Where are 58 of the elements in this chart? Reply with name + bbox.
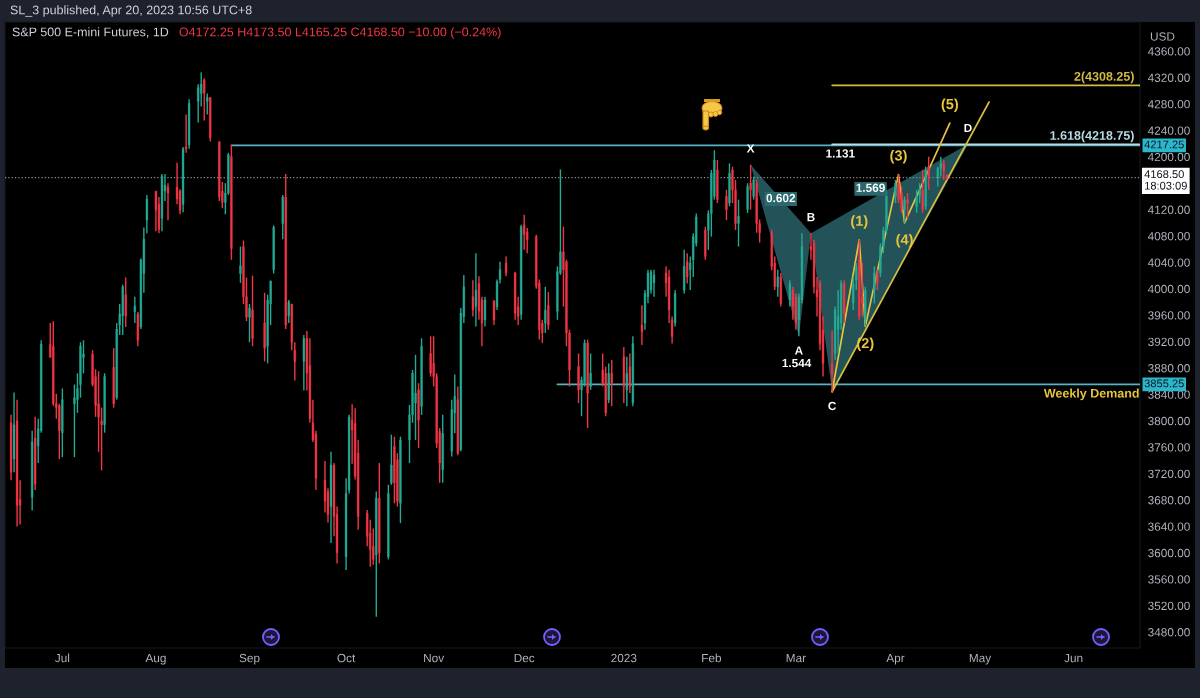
y-tick-label: 3960.00 (1148, 311, 1190, 320)
x-tick-label: Dec (514, 653, 535, 663)
y-tick-label: 3600.00 (1148, 548, 1190, 558)
series-label: 1.618(4218.75) (1050, 130, 1134, 143)
annotation: B (807, 213, 815, 222)
x-tick-label: 2023 (611, 653, 637, 663)
series-label: 2(4308.25) (1074, 71, 1134, 84)
annotation: (3) (890, 149, 907, 164)
annotation: (1) (851, 215, 868, 229)
x-tick-label: Oct (337, 653, 356, 663)
annotation: 4217.25 (1144, 140, 1184, 149)
x-tick-label: Feb (702, 653, 722, 663)
x-tick-label: Aug (145, 653, 166, 665)
annotation: 1.569 (856, 183, 885, 192)
y-tick-label: 4320.00 (1147, 73, 1190, 82)
y-tick-label: 3840.00 (1148, 390, 1190, 399)
y-tick-label: 3680.00 (1148, 496, 1190, 505)
ref-line-label: 4168.50 18:03:09 (1144, 170, 1187, 190)
chart-title: S&P 500 E-mini Futures, 1D (12, 27, 169, 38)
annotation: Weekly Demand (1043, 388, 1139, 401)
annotation: 3855.25 (1144, 379, 1184, 388)
y-tick-label: 3640.00 (1148, 522, 1190, 531)
annotation: C (828, 401, 837, 411)
x-tick-label: Jul (54, 653, 70, 663)
y-tick-label: 3800.00 (1148, 416, 1190, 426)
y-tick-label: 3480.00 (1148, 628, 1190, 637)
y-tick-label: 4120.00 (1147, 205, 1190, 214)
y-tick-label: 4240.00 (1147, 126, 1190, 135)
x-tick-label: Sep (239, 653, 260, 665)
y-tick-label: 3880.00 (1148, 364, 1190, 373)
annotation: X (746, 144, 755, 153)
annotation: (5) (941, 98, 959, 113)
y-tick-label: 3560.00 (1148, 575, 1190, 584)
annotation: 0.602 (766, 193, 796, 203)
annotation: 1.544 (782, 358, 812, 368)
chart-subtitle: O4172.25 H4173.50 L4165.25 C4168.50 −10.00 (−0.24%) (179, 27, 501, 39)
x-tick-label: Apr (886, 653, 905, 665)
y-tick-label: 4000.00 (1147, 284, 1190, 294)
y-tick-label: 3520.00 (1148, 601, 1190, 611)
x-tick-label: May (969, 653, 992, 665)
text: SL_3 published, Apr 20, 2023 10:56 UTC+8 (10, 5, 252, 17)
y-tick-label: 3720.00 (1148, 469, 1190, 479)
y-tick-label: 4040.00 (1147, 258, 1190, 267)
y-tick-label: 3920.00 (1148, 337, 1190, 346)
x-tick-label: Nov (424, 653, 445, 663)
y-tick-label: 4360.00 (1147, 47, 1190, 56)
x-tick-label: Jun (1064, 653, 1083, 663)
y-tick-label: 4200.00 (1147, 152, 1190, 162)
annotation: (2) (857, 337, 874, 352)
annotation: D (964, 123, 972, 133)
annotation: 1.131 (826, 149, 855, 158)
y-axis-title: USD (1150, 32, 1175, 41)
y-tick-label: 3760.00 (1148, 443, 1190, 452)
y-tick-label: 4080.00 (1147, 232, 1190, 241)
y-tick-label: 4280.00 (1147, 100, 1190, 109)
x-tick-label: Mar (786, 653, 806, 663)
annotation: (4) (896, 233, 913, 248)
annotation: A (794, 346, 803, 355)
